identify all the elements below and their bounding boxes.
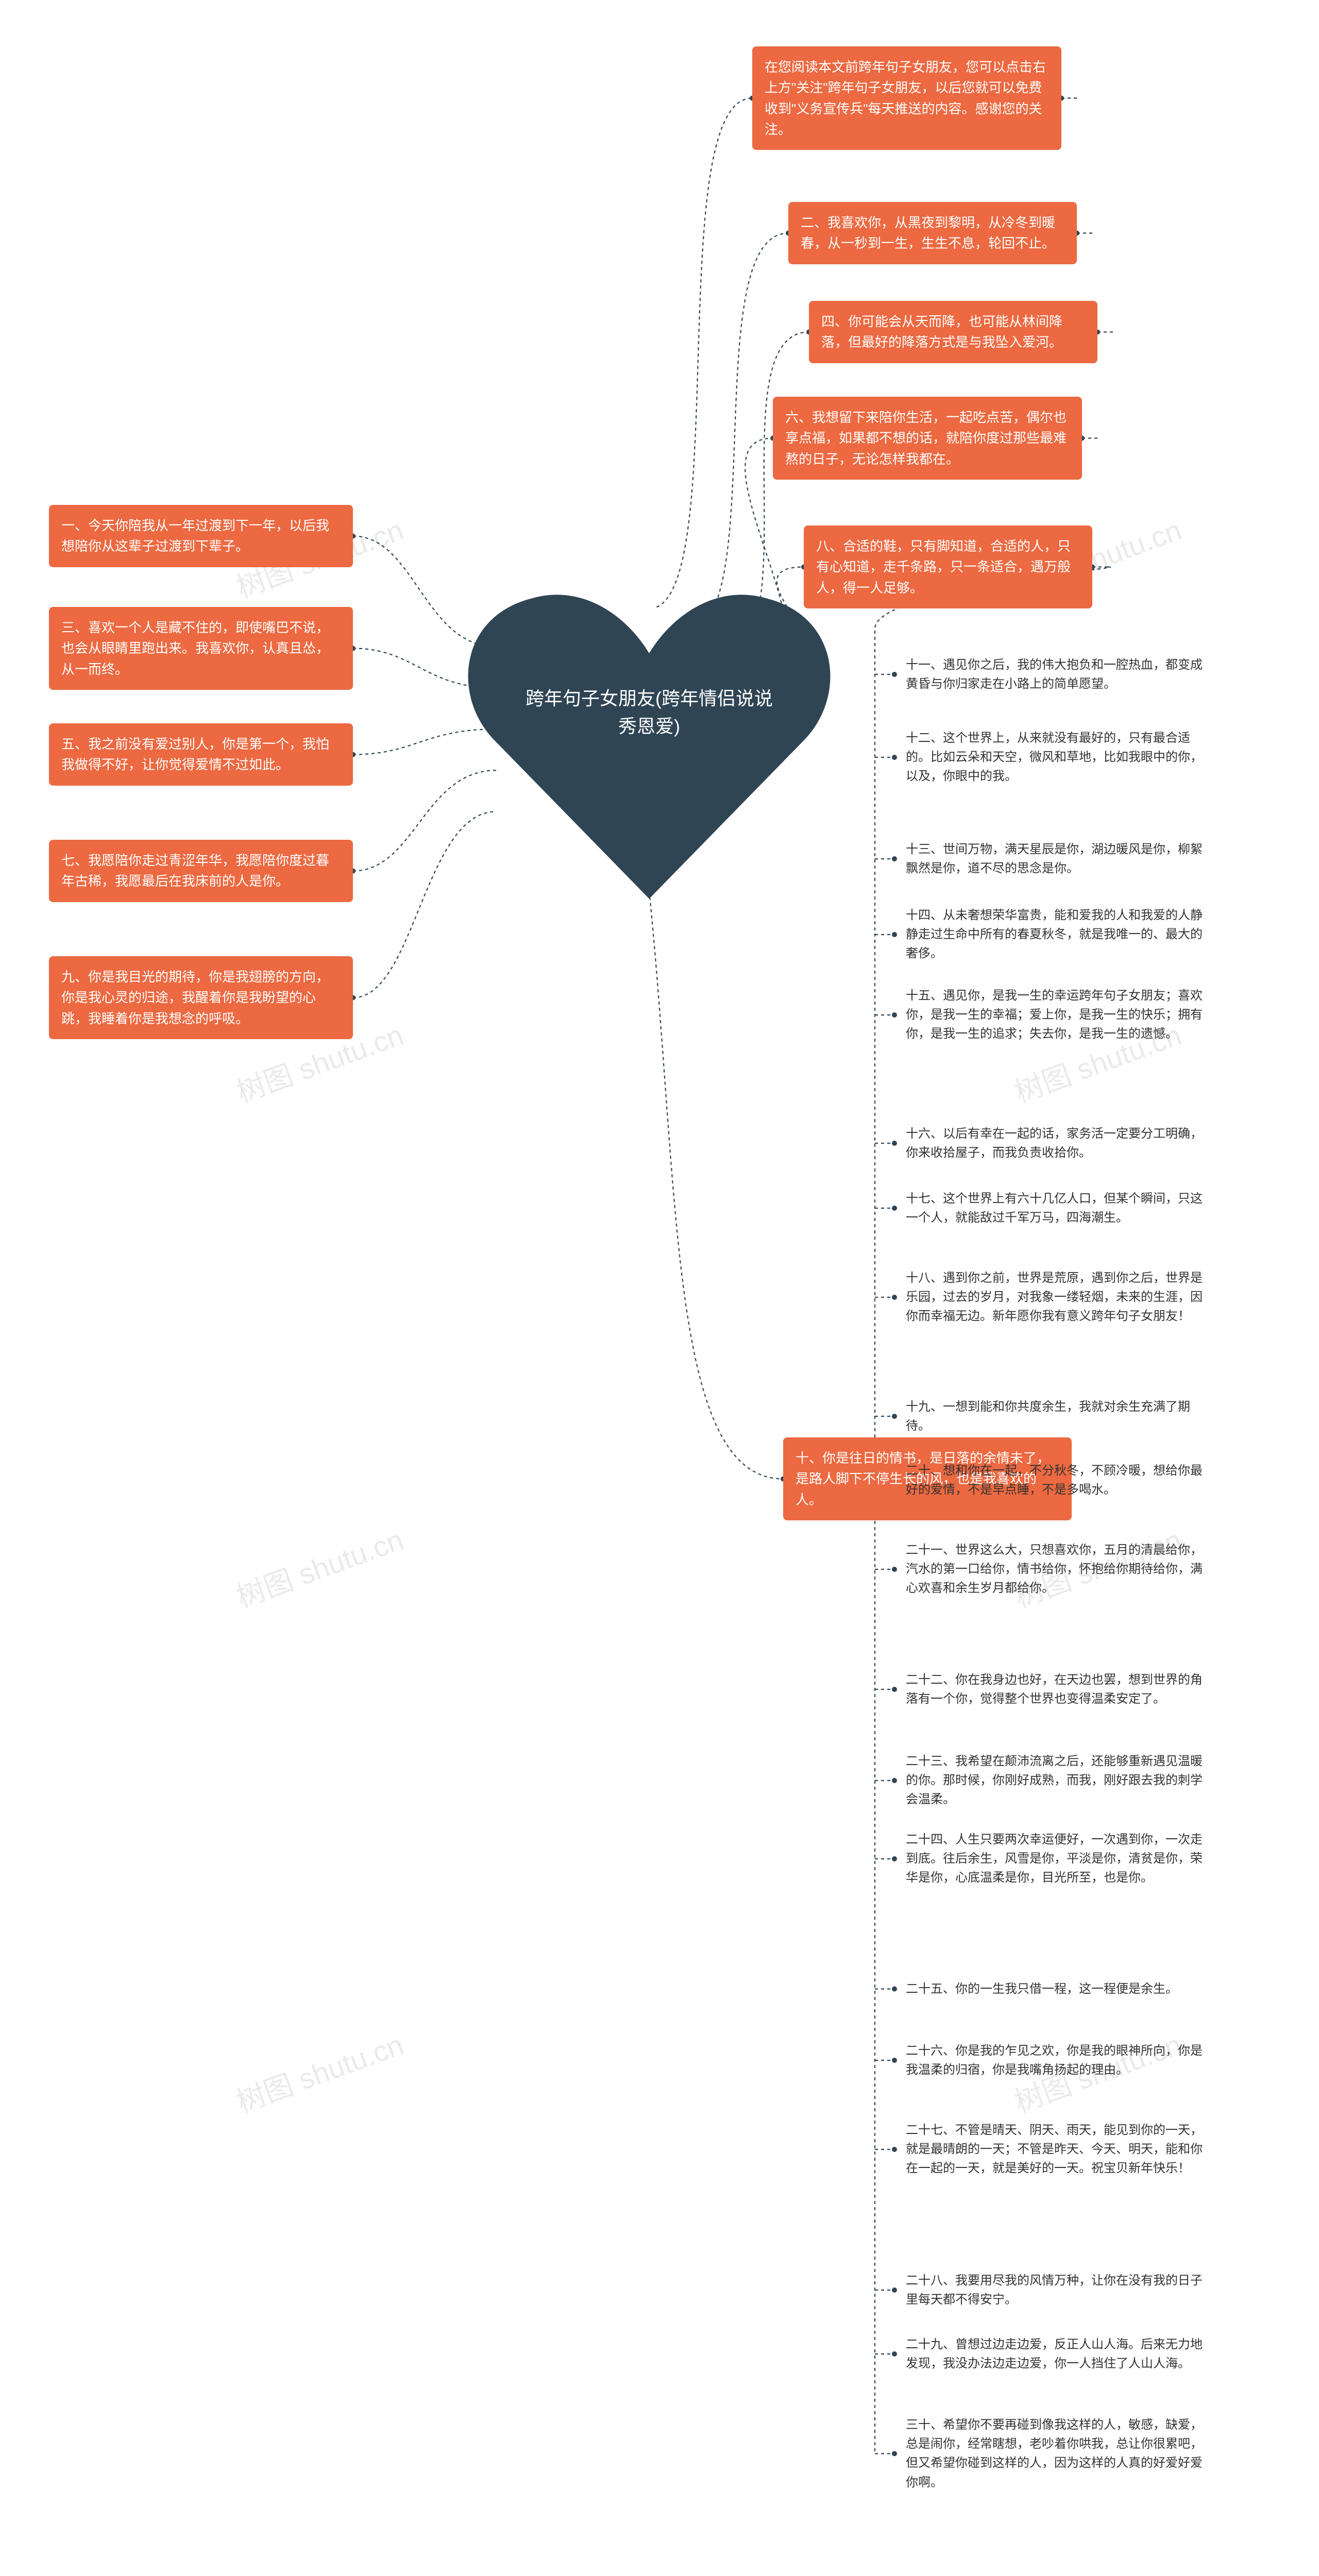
- canvas: 跨年句子女朋友(跨年情侣说说秀恩爱) 树图 shutu.cn 树图 shutu.c…: [0, 0, 1319, 2576]
- sub-node-s29[interactable]: 二十九、曾想过边走边爱，反正人山人海。后来无力地发现，我没办法边走边爱，你一人挡…: [898, 2329, 1217, 2379]
- sub-node-s26[interactable]: 二十六、你是我的乍见之欢，你是我的眼神所向，你是我温柔的归宿，你是我嘴角扬起的理…: [898, 2035, 1217, 2086]
- right-node-r6[interactable]: 六、我想留下来陪你生活，一起吃点苦，偶尔也享点福，如果都不想的话，就陪你度过那些…: [773, 397, 1082, 480]
- center-title: 跨年句子女朋友(跨年情侣说说秀恩爱): [519, 685, 779, 740]
- heart-icon: [464, 587, 835, 917]
- sub-node-s11[interactable]: 十一、遇见你之后，我的伟大抱负和一腔热血，都变成黄昏与你归家走在小路上的简单愿望…: [898, 649, 1217, 700]
- sub-node-s17[interactable]: 十七、这个世界上有六十几亿人口，但某个瞬间，只这一个人，就能敌过千军万马，四海潮…: [898, 1183, 1217, 1233]
- right-node-r8[interactable]: 八、合适的鞋，只有脚知道，合适的人，只有心知道，走千条路，只一条适合，遇万般人，…: [804, 526, 1092, 608]
- watermark: 树图 shutu.cn: [230, 2022, 409, 2121]
- sub-node-s15[interactable]: 十五、遇见你，是我一生的幸运跨年句子女朋友；喜欢你，是我一生的幸福；爱上你，是我…: [898, 980, 1217, 1050]
- watermark: 树图 shutu.cn: [230, 1517, 409, 1616]
- center-heart[interactable]: 跨年句子女朋友(跨年情侣说说秀恩爱): [464, 587, 835, 917]
- sub-node-s18[interactable]: 十八、遇到你之前，世界是荒原，遇到你之后，世界是乐园，过去的岁月，对我象一缕轻烟…: [898, 1262, 1217, 1332]
- left-node-l3[interactable]: 三、喜欢一个人是藏不住的，即使嘴巴不说，也会从眼睛里跑出来。我喜欢你，认真且怂，…: [49, 607, 353, 690]
- left-node-l1[interactable]: 一、今天你陪我从一年过渡到下一年，以后我想陪你从这辈子过渡到下辈子。: [49, 505, 353, 567]
- sub-node-s24[interactable]: 二十四、人生只要两次幸运便好，一次遇到你，一次走到底。往后余生，风雪是你，平淡是…: [898, 1824, 1217, 1894]
- sub-node-s12[interactable]: 十二、这个世界上，从来就没有最好的，只有最合适的。比如云朵和天空，微风和草地，比…: [898, 722, 1217, 792]
- left-node-l5[interactable]: 五、我之前没有爱过别人，你是第一个，我怕我做得不好，让你觉得爱情不过如此。: [49, 723, 353, 786]
- sub-node-s27[interactable]: 二十七、不管是晴天、阴天、雨天，能见到你的一天，就是最晴朗的一天；不管是昨天、今…: [898, 2114, 1217, 2184]
- left-node-l9[interactable]: 九、你是我目光的期待，你是我翅膀的方向，你是我心灵的归途，我醒着你是我盼望的心跳…: [49, 956, 353, 1039]
- sub-node-s28[interactable]: 二十八、我要用尽我的风情万种，让你在没有我的日子里每天都不得安宁。: [898, 2265, 1217, 2315]
- right-node-r4[interactable]: 四、你可能会从天而降，也可能从林间降落，但最好的降落方式是与我坠入爱河。: [809, 301, 1097, 363]
- sub-node-s30[interactable]: 三十、希望你不要再碰到像我这样的人，敏感，缺爱，总是闹你，经常瞎想，老吵着你哄我…: [898, 2409, 1217, 2498]
- sub-node-s20[interactable]: 二十、想和你在一起，不分秋冬，不顾冷暖，想给你最好的爱情，不是早点睡，不是多喝水…: [898, 1455, 1217, 1505]
- sub-node-s13[interactable]: 十三、世间万物，满天星辰是你，湖边暖风是你，柳絮飘然是你，道不尽的思念是你。: [898, 834, 1217, 884]
- left-node-l7[interactable]: 七、我愿陪你走过青涩年华，我愿陪你度过暮年古稀，我愿最后在我床前的人是你。: [49, 840, 353, 902]
- sub-node-s21[interactable]: 二十一、世界这么大，只想喜欢你，五月的清晨给你，汽水的第一口给你，情书给你，怀抱…: [898, 1534, 1217, 1604]
- sub-node-s19[interactable]: 十九、一想到能和你共度余生，我就对余生充满了期待。: [898, 1391, 1217, 1442]
- right-node-r2[interactable]: 二、我喜欢你，从黑夜到黎明，从冷冬到暖春，从一秒到一生，生生不息，轮回不止。: [788, 202, 1077, 264]
- sub-node-s25[interactable]: 二十五、你的一生我只借一程，这一程便是余生。: [898, 1973, 1217, 2005]
- right-node-r0[interactable]: 在您阅读本文前跨年句子女朋友，您可以点击右上方"关注"跨年句子女朋友，以后您就可…: [752, 46, 1061, 150]
- sub-node-s16[interactable]: 十六、以后有幸在一起的话，家务活一定要分工明确，你来收拾屋子，而我负责收拾你。: [898, 1118, 1217, 1168]
- sub-node-s22[interactable]: 二十二、你在我身边也好，在天边也罢，想到世界的角落有一个你，觉得整个世界也变得温…: [898, 1664, 1217, 1715]
- sub-node-s23[interactable]: 二十三、我希望在颠沛流离之后，还能够重新遇见温暖的你。那时候，你刚好成熟，而我，…: [898, 1745, 1217, 1816]
- sub-node-s14[interactable]: 十四、从未奢想荣华富贵，能和爱我的人和我爱的人静静走过生命中所有的春夏秋冬，就是…: [898, 900, 1217, 970]
